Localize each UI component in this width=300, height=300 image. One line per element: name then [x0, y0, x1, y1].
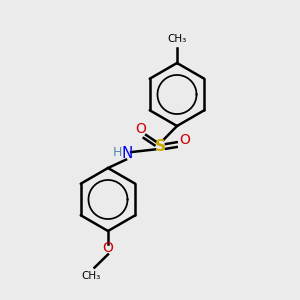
Text: O: O — [103, 241, 113, 254]
Text: CH₃: CH₃ — [167, 34, 187, 44]
Text: H: H — [113, 146, 123, 159]
Text: N: N — [121, 146, 133, 161]
Text: O: O — [135, 122, 146, 136]
Text: S: S — [155, 139, 166, 154]
Text: O: O — [180, 133, 190, 147]
Text: CH₃: CH₃ — [82, 271, 101, 281]
